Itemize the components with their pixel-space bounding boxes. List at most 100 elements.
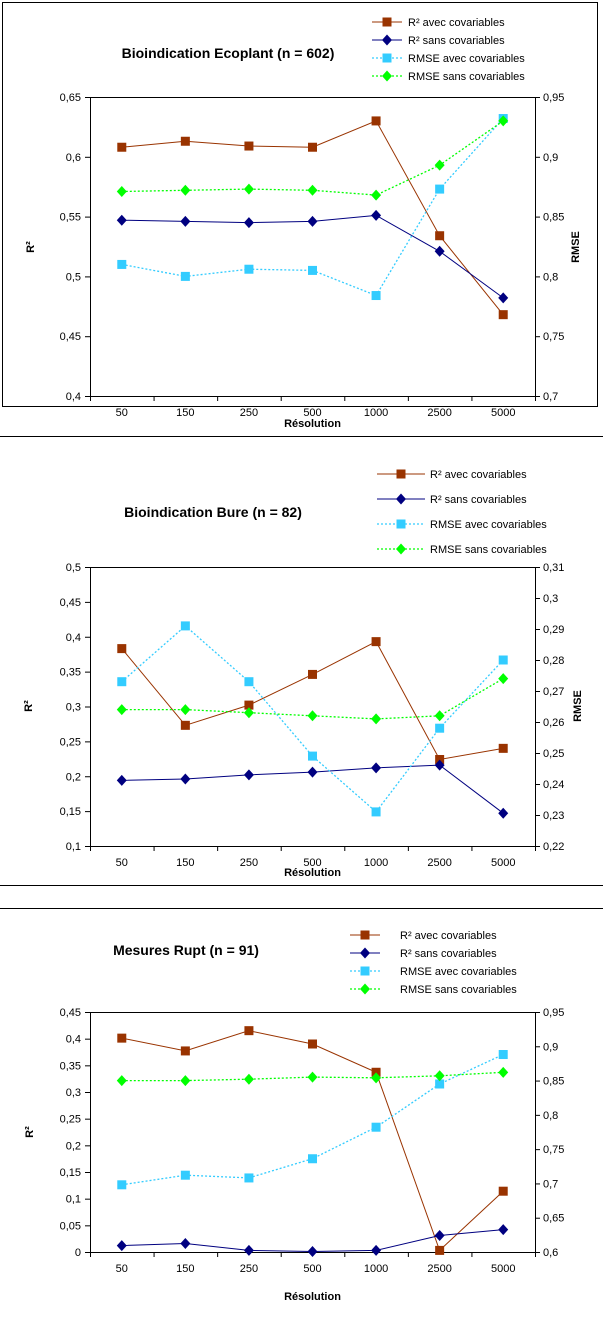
chart-2-legend-marker [396, 543, 406, 555]
chart-1-series-2-point [307, 215, 318, 227]
chart-3-series-1-line [121, 1030, 504, 1252]
chart-3-y2tick-label: 0,7 [543, 1178, 558, 1190]
chart-2-ytick-label: 0,2 [66, 771, 81, 783]
chart-2-xtick-label: 500 [303, 857, 321, 869]
chart-3-legend-marker [360, 930, 370, 940]
chart-1-series-2-line [121, 214, 504, 299]
chart-3-legend: R² avec covariables R² sans covariables RM… [350, 930, 517, 996]
chart-3-xtick-label: 500 [303, 1263, 321, 1275]
chart-3-y2tick-label: 0,75 [543, 1144, 564, 1156]
chart-2-legend-marker [396, 469, 406, 479]
chart-1-ytick-label: 0,55 [60, 212, 81, 224]
chart-3-series-3-point [498, 1050, 508, 1060]
chart-2-series-3 [117, 621, 508, 817]
chart-1-title: Bioindication Ecoplant (n = 602) [122, 45, 335, 61]
chart-2-ytick-label: 0,25 [60, 736, 81, 748]
chart-3-legend-marker [360, 983, 370, 995]
chart-2-series-2-point [498, 807, 509, 819]
chart-3-series-4-point [434, 1070, 445, 1082]
chart-1-xtick-label: 150 [176, 407, 194, 419]
chart-1-series-1-point [308, 142, 317, 152]
chart-1-series-4-point [116, 185, 127, 197]
chart-1-series-2-point [434, 245, 445, 257]
chart-2-series-3-point [308, 751, 317, 761]
chart-1: Bioindication Ecoplant (n = 602) 0,4 0,45 0… [2, 2, 598, 430]
chart-3-series-1-point [435, 1245, 445, 1255]
chart-1-series-2-point [243, 217, 254, 229]
chart-3-series-1-point [498, 1186, 508, 1196]
chart-2-y2tick-label: 0,27 [543, 686, 564, 698]
chart-3-y2tick-label: 0,65 [543, 1213, 564, 1225]
chart-3-xtick-label: 150 [176, 1263, 194, 1275]
chart-3-y2tick-label: 0,6 [543, 1247, 558, 1259]
chart-1-ytick-label: 0,5 [66, 271, 81, 283]
chart-2-series-3-point [371, 807, 381, 817]
chart-2-series-1-point [308, 669, 317, 679]
chart-1-series-4-line [121, 120, 504, 196]
chart-3-series-4-point [371, 1072, 382, 1084]
chart-3-ytick-label: 0,05 [60, 1220, 81, 1232]
chart-2: Bioindication Bure (n = 82) 0,1 0,15 0,2 0,2… [0, 436, 603, 886]
chart-1-legend-marker [382, 70, 392, 82]
chart-3-series-3-point [244, 1173, 254, 1183]
chart-1-series-3-point [180, 271, 190, 281]
chart-3-series-2-point [116, 1240, 127, 1252]
chart-2-ytick-label: 0,1 [66, 841, 81, 853]
chart-1-series-4-point [180, 184, 191, 196]
chart-3-series-1-point [180, 1046, 190, 1056]
chart-1-ytick-label: 0,4 [66, 391, 81, 403]
chart-1-legend-label: RMSE avec covariables [408, 53, 525, 65]
chart-2-series-2-point [116, 774, 127, 786]
chart-2-xtick-label: 150 [176, 857, 194, 869]
chart-2-ylabel: R² [23, 700, 35, 712]
chart-2-series-3-point [435, 723, 445, 733]
chart-2-legend-label: RMSE avec covariables [430, 519, 547, 531]
chart-3-y2tick-label: 0,8 [543, 1110, 558, 1122]
chart-2-series-2-point [307, 766, 318, 778]
chart-3-legend-label: RMSE avec covariables [400, 966, 517, 978]
chart-3-series-3-point [117, 1180, 127, 1190]
chart-2-series-2-point [180, 773, 191, 785]
chart-3-ytick-label: 0,1 [66, 1194, 81, 1206]
chart-1-y2tick-label: 0,7 [543, 391, 558, 403]
chart-1-y2label: RMSE [570, 231, 582, 263]
chart-2-ytick-label: 0,15 [60, 806, 81, 818]
chart-3-ytick-label: 0,35 [60, 1060, 81, 1072]
chart-1-legend-label: RMSE sans covariables [408, 71, 525, 83]
chart-3-ytick-label: 0,45 [60, 1007, 81, 1019]
chart-2-series-4-point [116, 704, 127, 716]
chart-2-legend-marker [396, 519, 406, 529]
chart-2-series-1-point [371, 637, 381, 647]
chart-3-series-3-point [435, 1079, 445, 1089]
chart-3-series-1 [117, 1026, 508, 1255]
chart-1-frame [2, 2, 598, 407]
chart-3-series-2 [116, 1224, 509, 1257]
chart-3-legend-marker [360, 947, 370, 959]
chart-1-series-2-point [180, 215, 191, 227]
chart-2-series-1-line [121, 640, 504, 761]
chart-3-series-3-point [308, 1154, 317, 1164]
chart-3-ylabel: R² [24, 1126, 36, 1138]
chart-2-xlabel: Résolution [284, 867, 341, 879]
chart-1-legend: R² avec covariables R² sans covariables RM… [372, 17, 525, 83]
chart-2-series-3-point [180, 621, 190, 631]
chart-3-ytick-label: 0,4 [66, 1034, 81, 1046]
chart-2-series-3-point [117, 677, 127, 687]
chart-3-ytick-label: 0,2 [66, 1140, 81, 1152]
chart-1-series-2-point [498, 292, 509, 304]
chart-2-series-3-point [244, 677, 254, 687]
chart-2-series-3-point [498, 655, 508, 665]
chart-3-xtick-label: 5000 [491, 1263, 515, 1275]
chart-3-xtick-label: 250 [240, 1263, 258, 1275]
chart-1-plot-area [90, 97, 536, 397]
chart-1-series-4-point [371, 189, 382, 201]
chart-3-title: Mesures Rupt (n = 91) [113, 942, 259, 958]
chart-1-series-2 [116, 209, 509, 304]
chart-2-y2tick-label: 0,24 [543, 779, 564, 791]
chart-2-series-4-point [434, 710, 445, 722]
chart-1-xtick-label: 1000 [364, 407, 388, 419]
chart-2-xtick-label: 50 [116, 857, 128, 869]
chart-2-series-2 [116, 759, 509, 819]
chart-3-xlabel: Résolution [284, 1291, 341, 1303]
chart-1-series-2-point [116, 214, 127, 226]
